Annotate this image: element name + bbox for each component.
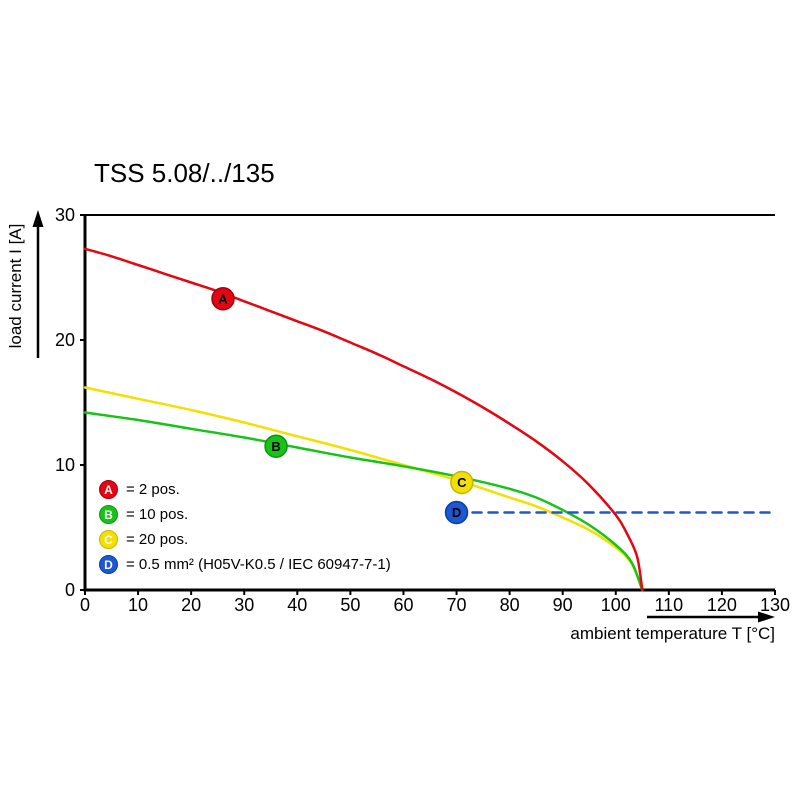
marker-letter-C: C bbox=[457, 475, 467, 490]
marker-C bbox=[450, 470, 474, 495]
y-tick-label: 30 bbox=[55, 205, 75, 225]
legend-marker-C: C bbox=[99, 530, 118, 549]
y-axis-arrow-head bbox=[32, 210, 44, 227]
legend-item-C: C = 20 pos. bbox=[99, 527, 391, 552]
marker-B bbox=[264, 434, 288, 458]
x-tick-label: 0 bbox=[80, 595, 90, 615]
legend-label-B: = 10 pos. bbox=[126, 506, 189, 523]
legend-marker-D: D bbox=[99, 555, 118, 574]
x-tick-label: 110 bbox=[654, 595, 683, 615]
x-axis-label: ambient temperature T [°C] bbox=[570, 624, 775, 643]
legend-label-D: = 0.5 mm² (H05V-K0.5 / IEC 60947-7-1) bbox=[126, 556, 391, 573]
marker-letter-D: D bbox=[452, 505, 461, 520]
legend-label-C: = 20 pos. bbox=[126, 531, 189, 548]
legend-marker-A: A bbox=[99, 480, 118, 499]
x-tick-label: 90 bbox=[553, 595, 573, 615]
x-tick-label: 70 bbox=[447, 595, 467, 615]
y-axis-label: load current I [A] bbox=[6, 223, 25, 349]
x-tick-label: 10 bbox=[128, 595, 148, 615]
legend-marker-B: B bbox=[99, 505, 118, 524]
x-tick-label: 100 bbox=[601, 595, 631, 615]
legend: A = 2 pos. B = 10 pos. C = 20 pos. D = 0.5 mm² … bbox=[99, 477, 391, 577]
legend-item-B: B = 10 pos. bbox=[99, 502, 391, 527]
y-tick-label: 0 bbox=[65, 580, 75, 600]
page-title: TSS 5.08/../135 bbox=[94, 158, 275, 188]
x-tick-label: 30 bbox=[234, 595, 254, 615]
x-tick-label: 120 bbox=[707, 595, 737, 615]
x-tick-label: 20 bbox=[181, 595, 201, 615]
marker-letter-B: B bbox=[271, 439, 280, 454]
x-tick-label: 40 bbox=[287, 595, 307, 615]
x-axis-arrow-head bbox=[758, 611, 775, 623]
y-tick-label: 20 bbox=[55, 330, 75, 350]
x-tick-label: 50 bbox=[340, 595, 360, 615]
x-tick-label: 80 bbox=[500, 595, 520, 615]
curve-A bbox=[83, 247, 644, 592]
marker-A bbox=[211, 287, 235, 311]
legend-label-A: = 2 pos. bbox=[126, 481, 180, 498]
legend-item-D: D = 0.5 mm² (H05V-K0.5 / IEC 60947-7-1) bbox=[99, 552, 391, 577]
marker-letter-A: A bbox=[218, 291, 228, 306]
legend-item-A: A = 2 pos. bbox=[99, 477, 391, 502]
marker-D bbox=[444, 500, 469, 525]
x-tick-label: 130 bbox=[760, 595, 790, 615]
y-tick-label: 10 bbox=[55, 455, 75, 475]
x-tick-label: 60 bbox=[393, 595, 413, 615]
